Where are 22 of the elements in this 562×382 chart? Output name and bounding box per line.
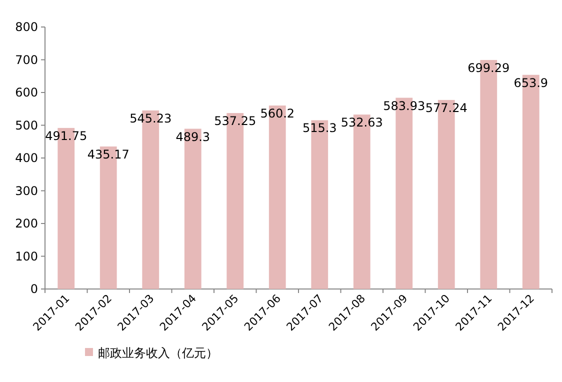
y-tick-label: 100: [15, 249, 38, 264]
y-tick-label: 200: [15, 216, 38, 230]
data-label: 545.23: [130, 111, 172, 126]
data-label: 577.24: [425, 100, 468, 115]
y-tick-label: 600: [15, 86, 38, 100]
data-label: 532.63: [340, 116, 383, 130]
y-tick-label: 500: [15, 118, 38, 132]
y-tick-label: 300: [15, 184, 38, 198]
y-tick-label: 400: [15, 151, 38, 165]
legend-label: 邮政业务收入（亿元）: [98, 346, 218, 360]
data-label: 491.75: [45, 128, 88, 143]
data-label: 489.3: [176, 130, 210, 144]
y-tick-label: 0: [30, 282, 38, 296]
data-label: 653.9: [514, 76, 548, 90]
data-label: 435.17: [87, 147, 130, 162]
data-label: 515.3: [302, 121, 337, 136]
data-label: 699.29: [468, 60, 510, 75]
data-label: 560.2: [260, 106, 295, 121]
data-label: 583.93: [383, 98, 426, 113]
y-tick-label: 800: [15, 20, 38, 34]
y-tick-label: 700: [15, 52, 38, 67]
data-label: 537.25: [214, 114, 256, 128]
